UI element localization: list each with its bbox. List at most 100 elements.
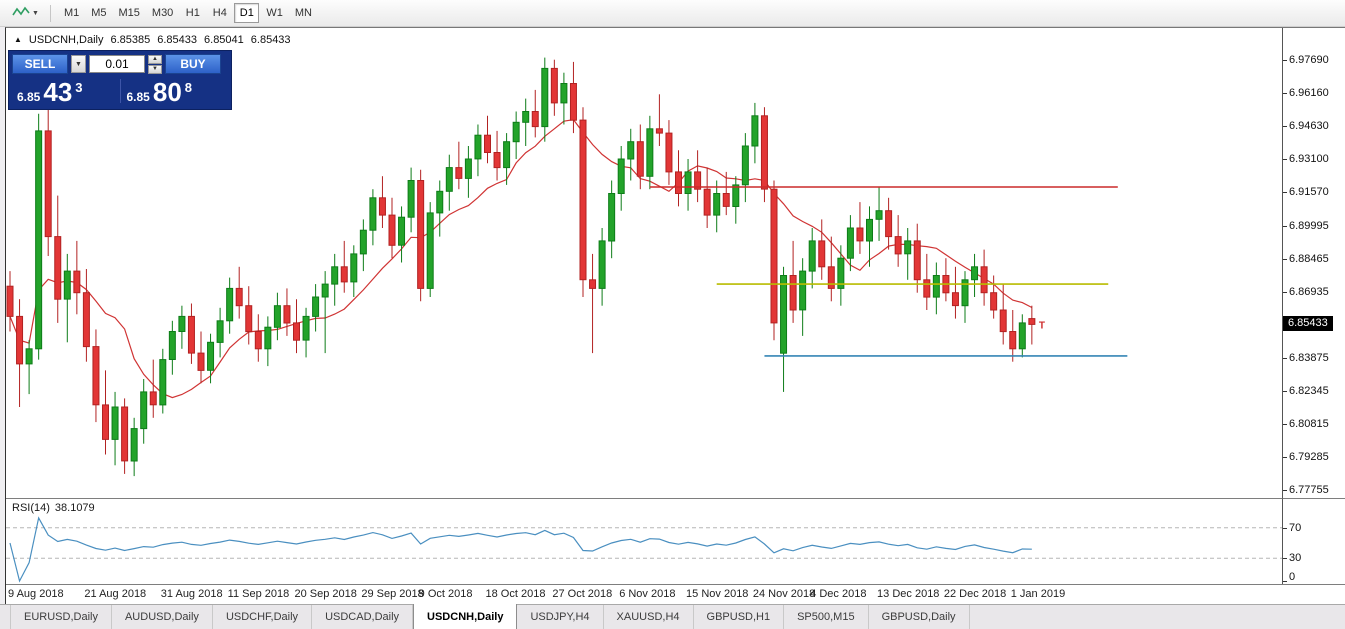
axis-tick: [1283, 258, 1287, 260]
volume-input[interactable]: [89, 55, 145, 73]
buy-price-pips: 80: [152, 77, 182, 107]
date-axis-label: 15 Nov 2018: [686, 588, 749, 600]
chart-line-icon: [12, 5, 30, 22]
price-axis-label: 6.89995: [1289, 219, 1329, 232]
tab-gbpusd-h1[interactable]: GBPUSD,H1: [694, 605, 785, 629]
timeframe-button-h1[interactable]: H1: [180, 3, 205, 23]
buy-price-display[interactable]: 6.85 80 8: [121, 77, 230, 105]
date-axis-label: 29 Sep 2018: [361, 588, 424, 600]
axis-tick: [1283, 527, 1287, 529]
timeframe-button-m1[interactable]: M1: [59, 3, 84, 23]
timeframe-button-w1[interactable]: W1: [261, 3, 288, 23]
sell-price-main: 6.85: [17, 90, 41, 104]
timeframe-button-m15[interactable]: M15: [114, 3, 145, 23]
price-axis-label: 6.96160: [1289, 86, 1329, 99]
date-axis-label: 21 Aug 2018: [84, 588, 147, 600]
axis-tick: [1283, 59, 1287, 61]
date-axis-label: 9 Aug 2018: [8, 588, 64, 600]
date-axis[interactable]: 9 Aug 2018 21 Aug 2018 31 Aug 2018 11 Sep 2…: [6, 584, 1345, 604]
date-axis-label: 9 Oct 2018: [418, 588, 473, 600]
date-axis-label: 24 Nov 2018: [752, 588, 816, 600]
tab-gbpusd-daily[interactable]: GBPUSD,Daily: [869, 605, 970, 629]
date-axis-label: 4 Dec 2018: [810, 588, 867, 600]
price-axis-label: 6.82345: [1289, 384, 1329, 397]
chart-symbol-label: USDCNH,Daily: [28, 34, 104, 46]
axis-tick: [1283, 291, 1287, 293]
price-axis-label: 6.88465: [1289, 252, 1329, 265]
volume-dropdown-button[interactable]: ▼: [71, 55, 86, 73]
axis-tick: [1283, 225, 1287, 227]
axis-tick: [1283, 357, 1287, 359]
axis-tick: [1283, 191, 1287, 193]
timeframe-button-m30[interactable]: M30: [147, 3, 178, 23]
rsi-indicator-label: RSI(14) 38.1079: [12, 502, 95, 514]
rsi-line: [9, 516, 1032, 583]
axis-tick: [1283, 125, 1287, 127]
tab-usdjpy-h4[interactable]: USDJPY,H4: [517, 605, 604, 629]
sell-price-pips: 43: [43, 77, 73, 107]
rsi-axis-label: 70: [1289, 521, 1302, 534]
buy-price-main: 6.85: [126, 90, 150, 104]
price-axis-label: 6.80815: [1289, 417, 1329, 430]
tab-usdcnh-daily[interactable]: USDCNH,Daily: [413, 604, 518, 629]
tab-sp500-m15[interactable]: SP500,M15: [784, 605, 869, 629]
tab-xauusd-h4[interactable]: XAUUSD,H4: [604, 605, 694, 629]
trade-marker: T: [1039, 320, 1045, 331]
rsi-pane[interactable]: RSI(14) 38.1079: [6, 498, 1283, 584]
tab-usdcad-daily[interactable]: USDCAD,Daily: [312, 605, 414, 629]
timeframe-button-mn[interactable]: MN: [290, 3, 317, 23]
price-axis-label: 6.97690: [1289, 53, 1329, 66]
current-price-tag: 6.85433: [1283, 316, 1333, 332]
tab-audusd-daily[interactable]: AUDUSD,Daily: [112, 605, 213, 629]
ohlc-close: 6.85433: [250, 34, 291, 46]
price-axis[interactable]: 6.85433 6.97690 6.96160 6.94630 6.93100 6.91…: [1283, 28, 1345, 498]
axis-tick: [1283, 390, 1287, 392]
buy-button[interactable]: BUY: [165, 54, 221, 74]
candles: [6, 57, 1036, 477]
axis-tick: [1283, 558, 1287, 560]
rsi-chart: [6, 516, 1282, 583]
chart-tabs-bar: EURUSD,Daily AUDUSD,Daily USDCHF,Daily USDC…: [0, 604, 1345, 629]
axis-tick: [1283, 92, 1287, 94]
main-chart-area[interactable]: ▲ USDCNH,Daily 6.85385 6.85433 6.85041 6…: [6, 28, 1283, 498]
date-axis-label: 6 Nov 2018: [619, 588, 676, 600]
one-click-trading-panel: SELL ▼ ▲ ▼ BUY 6.85 43 3 6.85 80: [8, 50, 232, 110]
top-toolbar: ▼ M1 M5 M15 M30 H1 H4 D1 W1 MN: [0, 0, 1345, 27]
timeframe-button-h4[interactable]: H4: [207, 3, 232, 23]
axis-tick: [1283, 423, 1287, 425]
price-axis-label: 6.94630: [1289, 119, 1329, 132]
up-arrow-icon: ▲: [14, 35, 22, 44]
price-axis-label: 6.93100: [1289, 152, 1329, 165]
tab-eurusd-daily[interactable]: EURUSD,Daily: [10, 605, 112, 629]
rsi-value: 38.1079: [54, 502, 95, 514]
timeframe-button-m5[interactable]: M5: [86, 3, 111, 23]
sell-price-display[interactable]: 6.85 43 3: [11, 77, 120, 105]
rsi-axis[interactable]: 70 30 0: [1283, 498, 1345, 584]
axis-tick: [1283, 489, 1287, 491]
tab-usdchf-daily[interactable]: USDCHF,Daily: [213, 605, 313, 629]
date-axis-label: 31 Aug 2018: [160, 588, 223, 600]
date-axis-label: 22 Dec 2018: [943, 588, 1007, 600]
timeframe-buttons-group: M1 M5 M15 M30 H1 H4 D1 W1 MN: [58, 3, 318, 23]
ohlc-low: 6.85041: [204, 34, 244, 46]
date-axis-label: 20 Sep 2018: [294, 588, 357, 600]
timeframe-button-d1[interactable]: D1: [234, 3, 260, 23]
ohlc-high: 6.85433: [157, 34, 198, 46]
ohlc-open: 6.85385: [110, 34, 151, 46]
rsi-axis-label: 30: [1289, 552, 1302, 565]
date-axis-label: 1 Jan 2019: [1010, 588, 1066, 600]
toolbar-separator: [49, 4, 51, 22]
volume-up-button[interactable]: ▲: [148, 54, 162, 64]
rsi-axis-label: 0: [1289, 571, 1296, 583]
volume-down-button[interactable]: ▼: [148, 64, 162, 74]
volume-spinner: ▲ ▼: [148, 54, 162, 74]
date-axis-label: 13 Dec 2018: [877, 588, 940, 600]
chart-ohlc-header: ▲ USDCNH,Daily 6.85385 6.85433 6.85041 6…: [14, 34, 291, 46]
chart-style-button[interactable]: ▼: [8, 2, 43, 25]
chart-window: ▲ USDCNH,Daily 6.85385 6.85433 6.85041 6…: [5, 27, 1345, 604]
candlestick-chart: T: [6, 57, 1128, 477]
date-axis-label: 27 Oct 2018: [552, 588, 613, 600]
sell-button[interactable]: SELL: [12, 54, 68, 74]
axis-tick: [1283, 456, 1287, 458]
axis-tick: [1283, 158, 1287, 160]
